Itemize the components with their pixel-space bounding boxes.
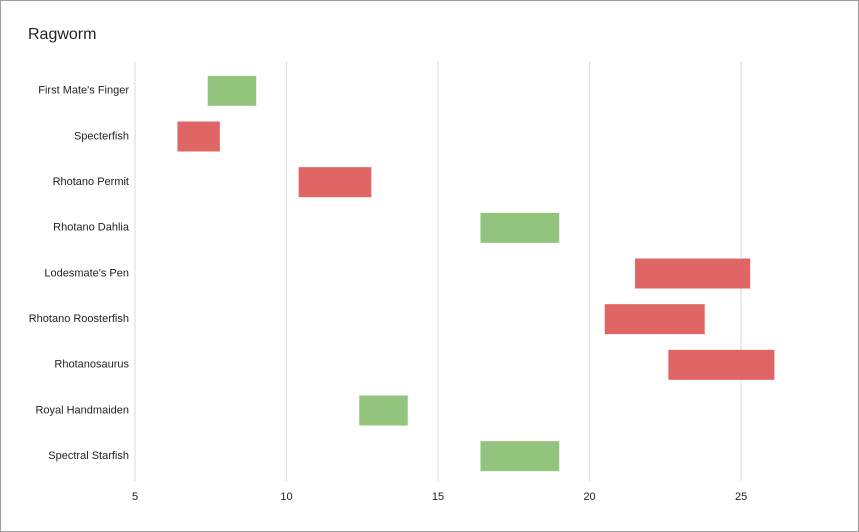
- x-tick-label: 5: [132, 491, 138, 503]
- bar: [604, 304, 705, 335]
- x-tick-label: 20: [583, 491, 595, 503]
- bar: [359, 395, 408, 426]
- y-tick-label: Specterfish: [74, 130, 129, 142]
- y-tick-label: Rhotano Permit: [53, 176, 129, 188]
- y-tick-label: Royal Handmaiden: [35, 404, 129, 416]
- y-tick-label: Rhotanosaurus: [54, 359, 129, 371]
- x-tick-label: 15: [432, 491, 444, 503]
- bar: [480, 212, 560, 243]
- x-tick-label: 25: [735, 491, 747, 503]
- y-tick-label: Spectral Starfish: [48, 450, 129, 462]
- y-tick-label: First Mate's Finger: [38, 85, 129, 97]
- y-tick-label: Rhotano Roosterfish: [29, 313, 129, 325]
- y-tick-label: Rhotano Dahlia: [53, 222, 130, 234]
- bar: [480, 441, 560, 472]
- bar: [298, 167, 372, 198]
- bar: [177, 121, 220, 152]
- x-tick-label: 10: [280, 491, 292, 503]
- bar: [207, 75, 257, 106]
- y-tick-label: Lodesmate's Pen: [44, 267, 129, 279]
- bar: [668, 349, 775, 380]
- chart-title: Ragworm: [28, 26, 96, 43]
- bar: [635, 258, 751, 289]
